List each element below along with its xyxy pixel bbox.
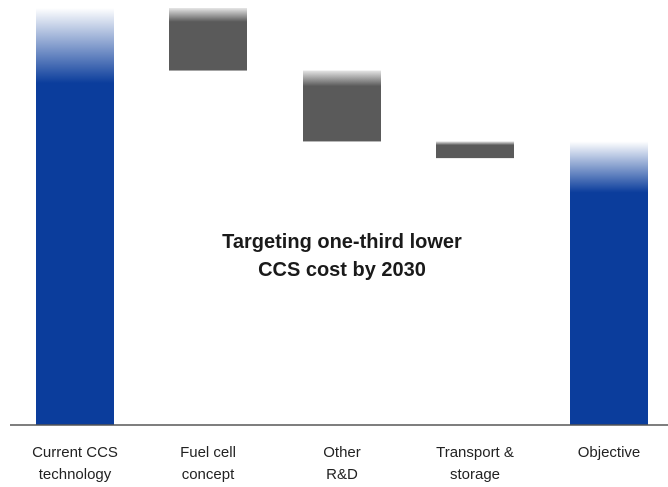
annotation-line-1: CCS cost by 2030 bbox=[258, 259, 426, 281]
chart-annotation: Targeting one-third lower CCS cost by 203… bbox=[222, 231, 462, 281]
category-label-2-1: R&D bbox=[326, 466, 358, 483]
category-labels: Current CCS technology Fuel cell concept Oth… bbox=[32, 444, 640, 483]
bar-0 bbox=[36, 8, 114, 425]
annotation-line-0: Targeting one-third lower bbox=[222, 231, 462, 253]
bar-2 bbox=[303, 70, 381, 142]
bar-4 bbox=[570, 141, 648, 425]
category-label-1-1: concept bbox=[182, 466, 235, 483]
bar-1 bbox=[169, 8, 247, 71]
category-label-0-1: technology bbox=[39, 466, 112, 483]
category-label-2-0: Other bbox=[323, 444, 361, 461]
category-label-0-0: Current CCS bbox=[32, 444, 118, 461]
bar-3 bbox=[436, 141, 514, 159]
category-label-3-0: Transport & bbox=[436, 444, 514, 461]
category-label-1-0: Fuel cell bbox=[180, 444, 236, 461]
bars-group bbox=[36, 8, 648, 425]
category-label-4-0: Objective bbox=[578, 444, 641, 461]
category-label-3-1: storage bbox=[450, 466, 500, 483]
